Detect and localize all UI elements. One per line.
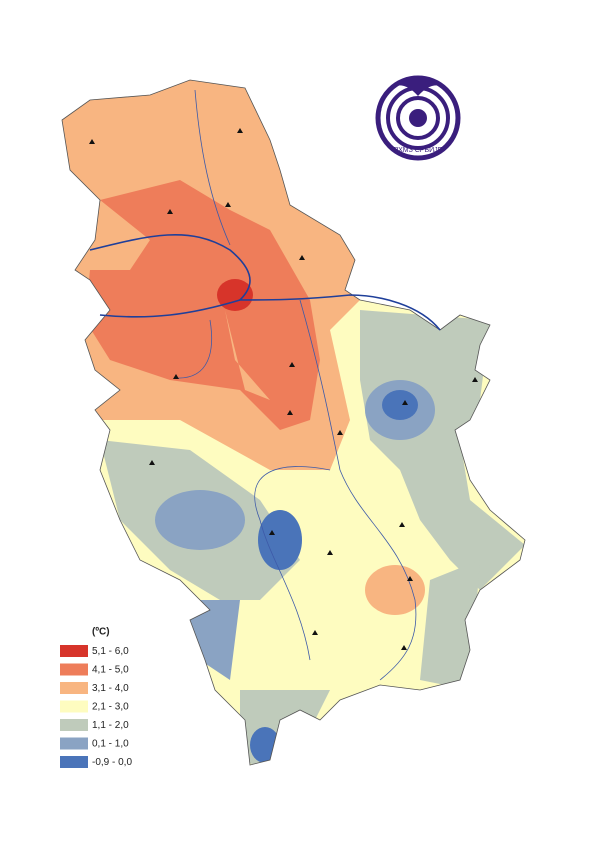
legend-swatch xyxy=(60,682,88,694)
zone xyxy=(258,510,302,570)
river xyxy=(299,299,417,681)
legend-swatch xyxy=(60,737,88,750)
legend-label: 0,1 - 1,0 xyxy=(92,739,129,750)
river xyxy=(174,319,213,379)
zone xyxy=(420,560,480,690)
legend-label: 4,1 - 5,0 xyxy=(92,665,129,676)
legend-label: 3,1 - 4,0 xyxy=(92,683,129,694)
legend-label: 2,1 - 3,0 xyxy=(92,702,129,713)
legend: 5,1 - 6,0 4,1 - 5,0 3,1 - 4,0 2,1 - 3,0 1,1 … xyxy=(60,645,132,768)
zone xyxy=(382,390,418,420)
river xyxy=(194,89,231,246)
river xyxy=(254,466,331,661)
logo-text: РХМЗ СРБИЈЕ xyxy=(394,147,443,154)
zone xyxy=(360,310,525,590)
legend-swatch xyxy=(60,756,88,768)
legend-swatch xyxy=(60,645,88,657)
zone xyxy=(225,310,270,400)
legend-label: 1,1 - 2,0 xyxy=(92,720,129,731)
legend-swatch xyxy=(60,700,88,713)
river xyxy=(99,299,241,318)
legend-label: -0,9 - 0,0 xyxy=(92,757,132,768)
legend-title: (ºC) xyxy=(92,627,110,638)
zone xyxy=(85,180,320,430)
zone xyxy=(240,690,330,765)
zone xyxy=(250,727,280,763)
zone xyxy=(180,600,240,680)
legend-label: 5,1 - 6,0 xyxy=(92,646,129,657)
zone xyxy=(155,490,245,550)
legend-swatch xyxy=(60,719,88,731)
logo: РХМЗ СРБИЈЕ xyxy=(375,75,461,161)
zone xyxy=(217,279,253,311)
legend-swatch xyxy=(60,663,88,676)
